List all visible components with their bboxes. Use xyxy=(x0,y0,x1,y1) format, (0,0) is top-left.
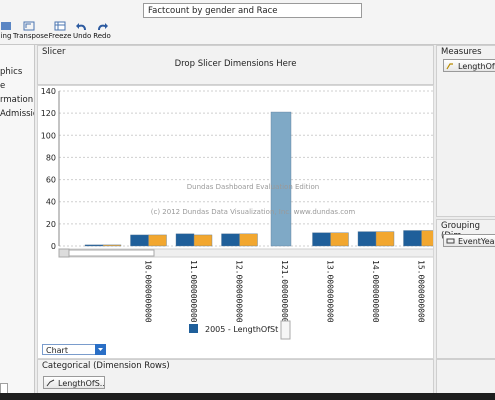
toolbar-button-freeze[interactable]: Freeze xyxy=(48,21,72,43)
bar-chart: 0 20 40 60 80 100 120 140 10.0000000000 11.00000… xyxy=(41,87,434,340)
left-scrollbar[interactable] xyxy=(0,383,8,393)
toolbar-button-grouping[interactable]: ing xyxy=(0,21,12,43)
x-tick-label: 10.0000000000 xyxy=(144,260,153,323)
measure-chip[interactable]: LengthOfS xyxy=(443,59,495,72)
slicer-drop-zone[interactable]: Drop Slicer Dimensions Here xyxy=(174,59,297,69)
categorical-title: Categorical (Dimension Rows) xyxy=(42,361,170,371)
bar-series-1[interactable] xyxy=(130,234,149,247)
chevron-down-icon[interactable] xyxy=(95,344,106,355)
y-tick-label: 80 xyxy=(46,153,56,162)
x-tick-label: 121.0000000000 xyxy=(280,260,289,328)
y-tick-label: 20 xyxy=(46,220,56,229)
toolbar-button-undo[interactable]: Undo xyxy=(73,21,91,43)
bar-series-2[interactable] xyxy=(193,234,213,247)
x-tick-label: 13.0000000000 xyxy=(326,260,335,323)
dimension-tree-panel: phics e rmation Admissio xyxy=(0,45,35,393)
tree-item[interactable]: e xyxy=(0,81,6,91)
watermark-line-1: Dundas Dashboard Evaluation Edition xyxy=(187,183,319,191)
legend-scroll[interactable] xyxy=(280,320,291,340)
watermark-line-2: (c) 2012 Dundas Data Visualization, Inc.… xyxy=(151,208,356,216)
bar-series-2[interactable] xyxy=(375,231,395,247)
toolbar-button-transpose[interactable]: Transpose xyxy=(13,21,48,43)
x-tick-label: 15.0000000000 xyxy=(417,260,426,323)
bar-series-2[interactable] xyxy=(239,233,258,247)
grouping-dimension-chip[interactable]: EventYear xyxy=(443,234,495,247)
redo-icon xyxy=(98,23,108,30)
bar-series-1[interactable] xyxy=(357,231,377,247)
tree-item[interactable]: Admissio xyxy=(0,109,35,119)
bar-series-2[interactable] xyxy=(330,232,349,247)
y-tick-label: 40 xyxy=(46,198,56,207)
bar-series-2[interactable] xyxy=(148,234,167,247)
chart-area: 0 20 40 60 80 100 120 140 10.0000000000 11.00000… xyxy=(37,85,434,359)
x-tick-label: 12.0000000000 xyxy=(235,260,244,323)
title-input[interactable]: Factcount by gender and Race xyxy=(143,3,362,18)
slicer-title: Slicer xyxy=(42,47,66,57)
grouping-panel: Grouping (Dim EventYear xyxy=(436,219,495,359)
tree-item[interactable]: rmation xyxy=(0,95,34,105)
measure-icon xyxy=(446,63,453,70)
toolbar-button-redo[interactable]: Redo xyxy=(93,21,111,43)
right-bottom-panel xyxy=(436,359,495,394)
dimension-icon xyxy=(446,238,455,244)
x-tick-label: 14.0000000000 xyxy=(371,260,380,323)
scrollbar-thumb[interactable] xyxy=(68,249,155,257)
x-tick-label: 11.0000000000 xyxy=(189,260,198,323)
y-tick-label: 120 xyxy=(41,109,56,118)
categorical-dimension-chip[interactable]: LengthOfS... xyxy=(43,376,105,389)
y-tick-label: 100 xyxy=(41,131,56,140)
bar-series-2[interactable] xyxy=(421,230,434,247)
bar-series-1[interactable] xyxy=(312,232,331,247)
measures-panel: Measures LengthOfS xyxy=(436,45,495,217)
measure-icon xyxy=(46,379,55,387)
undo-icon xyxy=(76,23,86,30)
bar-series-1[interactable] xyxy=(270,111,292,247)
zoom-icon[interactable] xyxy=(58,248,70,258)
legend-swatch xyxy=(189,324,198,333)
categorical-panel: Categorical (Dimension Rows) LengthOfS..… xyxy=(37,359,434,394)
bar-series-2[interactable] xyxy=(102,244,122,247)
bar-series-1[interactable] xyxy=(403,230,422,247)
measures-title: Measures xyxy=(441,47,482,57)
legend-label: 2005 - LengthOfSt xyxy=(205,325,278,334)
grouping-icon xyxy=(1,22,11,30)
slicer-panel: Slicer Drop Slicer Dimensions Here xyxy=(37,45,434,85)
bar-series-1[interactable] xyxy=(175,233,195,247)
transpose-icon xyxy=(23,21,35,31)
tree-item[interactable]: phics xyxy=(0,67,23,77)
y-tick-label: 0 xyxy=(51,242,56,251)
taskbar-strip xyxy=(0,393,495,400)
toolbar: Factcount by gender and Race ing Transpo… xyxy=(0,0,495,45)
y-tick-label: 140 xyxy=(41,87,56,96)
bar-series-1[interactable] xyxy=(221,233,240,247)
freeze-icon xyxy=(54,21,66,31)
bar-series-1[interactable] xyxy=(84,244,104,247)
y-tick-label: 60 xyxy=(46,176,56,185)
